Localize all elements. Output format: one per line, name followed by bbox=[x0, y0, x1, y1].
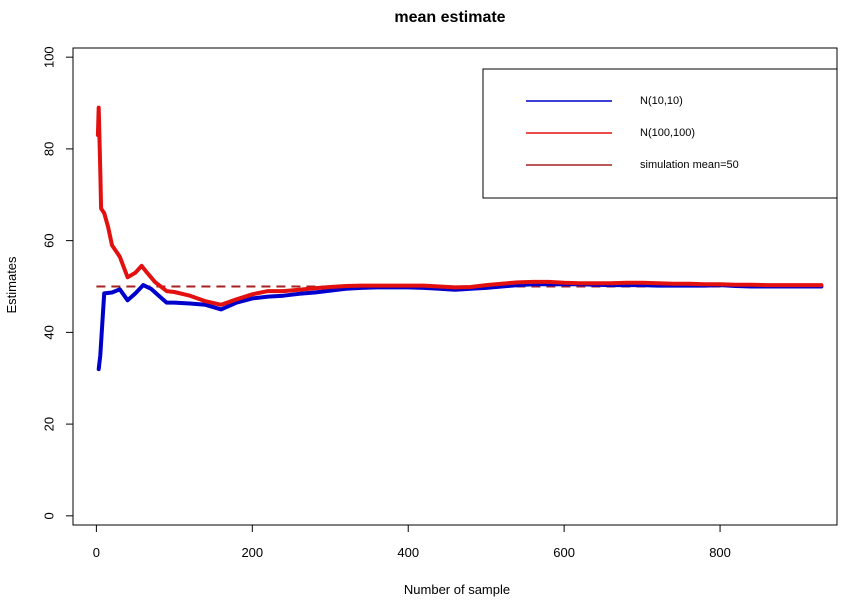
x-tick-label: 200 bbox=[241, 545, 263, 560]
legend-label-2: N(100,100) bbox=[640, 127, 695, 139]
series-layer bbox=[95, 105, 824, 372]
series-line-2 bbox=[95, 105, 824, 307]
y-axis: 0 20 40 60 80 100 bbox=[42, 46, 73, 519]
x-axis-label: Number of sample bbox=[404, 582, 510, 597]
plot-frame bbox=[72, 47, 838, 526]
y-tick-label: 80 bbox=[42, 142, 57, 156]
x-axis: 0 200 400 600 800 bbox=[93, 525, 731, 560]
y-tick-label: 20 bbox=[42, 417, 57, 431]
y-axis-label: Estimates bbox=[4, 256, 19, 314]
x-tick-label: 800 bbox=[709, 545, 731, 560]
x-tick-label: 0 bbox=[93, 545, 100, 560]
legend: N(10,10) N(100,100) simulation mean=50 bbox=[482, 68, 838, 199]
legend-label-1: N(10,10) bbox=[640, 95, 683, 107]
chart-title: mean estimate bbox=[394, 9, 505, 26]
y-tick-label: 40 bbox=[42, 325, 57, 339]
y-tick-label: 0 bbox=[42, 512, 57, 519]
legend-label-3: simulation mean=50 bbox=[640, 159, 739, 171]
x-tick-label: 600 bbox=[553, 545, 575, 560]
series-line-1 bbox=[96, 282, 824, 372]
y-tick-label: 60 bbox=[42, 233, 57, 247]
x-tick-label: 400 bbox=[397, 545, 419, 560]
y-tick-label: 100 bbox=[42, 46, 57, 68]
